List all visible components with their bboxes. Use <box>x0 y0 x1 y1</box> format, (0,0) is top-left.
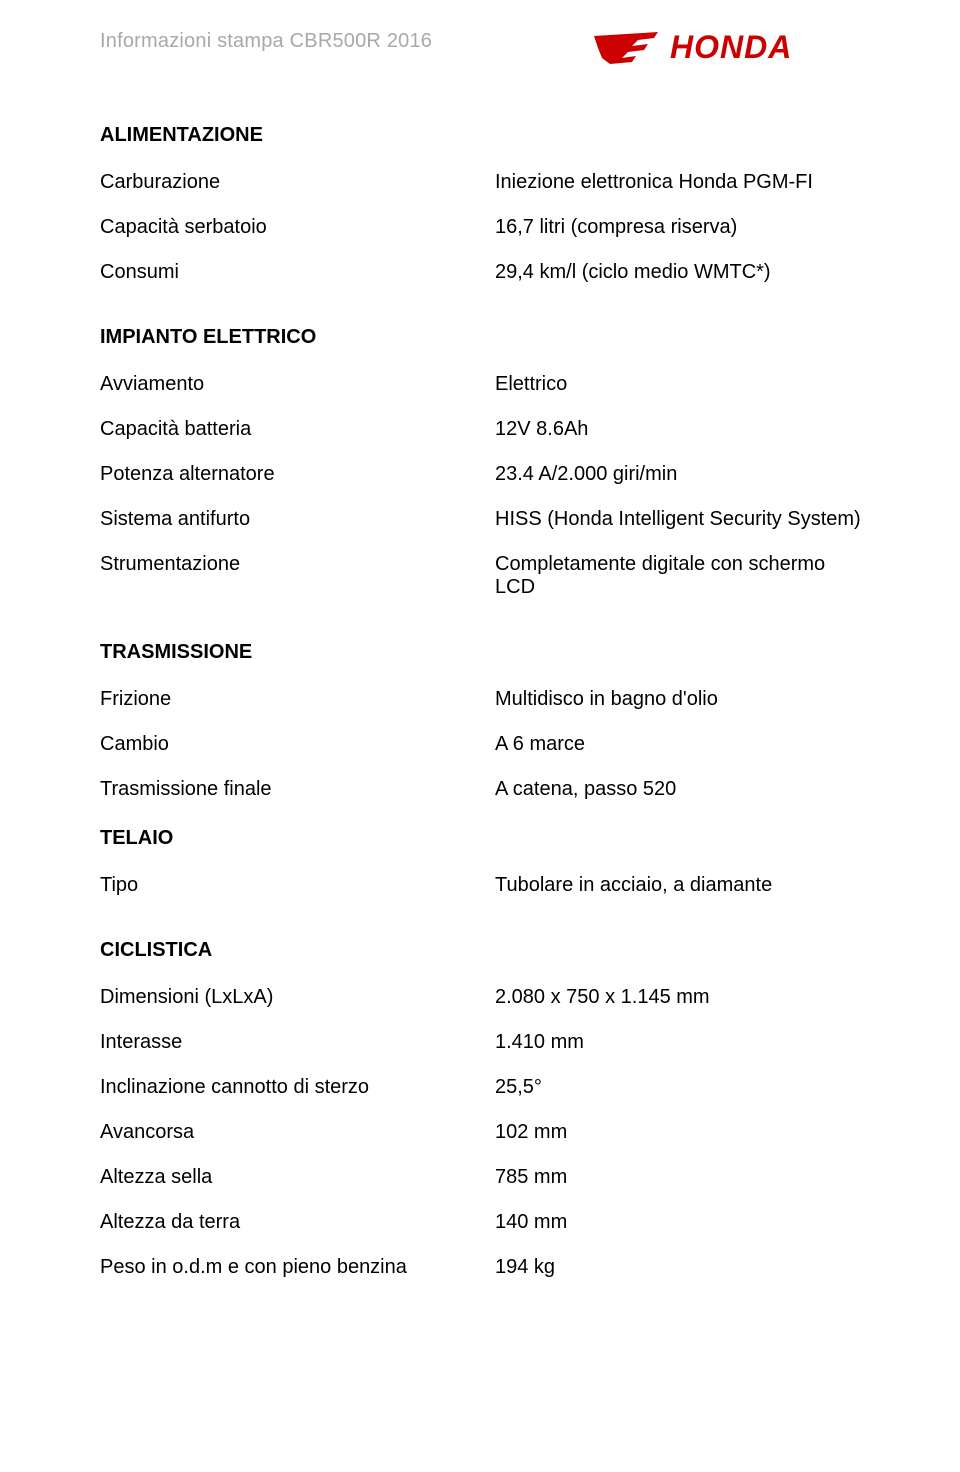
spec-value: 102 mm <box>495 1121 870 1144</box>
spec-label: Consumi <box>100 261 495 284</box>
spec-row: Avancorsa 102 mm <box>100 1121 870 1144</box>
spec-row: Carburazione Iniezione elettronica Honda… <box>100 171 870 194</box>
page-root: Informazioni stampa CBR500R 2016 HONDA A… <box>0 0 960 1472</box>
spec-value: Tubolare in acciaio, a diamante <box>495 874 870 897</box>
spec-row: Consumi 29,4 km/l (ciclo medio WMTC*) <box>100 261 870 284</box>
spec-row: Cambio A 6 marce <box>100 733 870 756</box>
spec-label: Cambio <box>100 733 495 756</box>
spec-value: A catena, passo 520 <box>495 778 870 801</box>
spec-row: Inclinazione cannotto di sterzo 25,5° <box>100 1076 870 1099</box>
spec-row: Peso in o.d.m e con pieno benzina 194 kg <box>100 1256 870 1279</box>
spec-row: Capacità batteria 12V 8.6Ah <box>100 418 870 441</box>
spec-label: Potenza alternatore <box>100 463 495 486</box>
spec-value: 2.080 x 750 x 1.145 mm <box>495 986 870 1009</box>
spec-label: Avancorsa <box>100 1121 495 1144</box>
honda-logo: HONDA <box>592 30 870 66</box>
section-heading: IMPIANTO ELETTRICO <box>100 326 870 349</box>
spec-value: Completamente digitale con schermo LCD <box>495 553 870 599</box>
spec-label: Interasse <box>100 1031 495 1054</box>
spec-value: 1.410 mm <box>495 1031 870 1054</box>
spec-value: 25,5° <box>495 1076 870 1099</box>
spec-value: A 6 marce <box>495 733 870 756</box>
section-heading: ALIMENTAZIONE <box>100 124 870 147</box>
spec-label: Inclinazione cannotto di sterzo <box>100 1076 495 1099</box>
honda-wordmark-icon: HONDA <box>670 32 870 64</box>
spec-row: Trasmissione finale A catena, passo 520 <box>100 778 870 801</box>
spec-row: Tipo Tubolare in acciaio, a diamante <box>100 874 870 897</box>
spec-row: Dimensioni (LxLxA) 2.080 x 750 x 1.145 m… <box>100 986 870 1009</box>
spec-label: Altezza da terra <box>100 1211 495 1234</box>
section-alimentazione: ALIMENTAZIONE Carburazione Iniezione ele… <box>100 124 870 284</box>
spec-value: Iniezione elettronica Honda PGM-FI <box>495 171 870 194</box>
section-heading: TELAIO <box>100 827 870 850</box>
spec-label: Altezza sella <box>100 1166 495 1189</box>
spec-row: Interasse 1.410 mm <box>100 1031 870 1054</box>
spec-value: 23.4 A/2.000 giri/min <box>495 463 870 486</box>
spec-row: Sistema antifurto HISS (Honda Intelligen… <box>100 508 870 531</box>
spec-label: Dimensioni (LxLxA) <box>100 986 495 1009</box>
spec-value: 194 kg <box>495 1256 870 1279</box>
spec-label: Strumentazione <box>100 553 495 599</box>
spec-value: 12V 8.6Ah <box>495 418 870 441</box>
spec-label: Sistema antifurto <box>100 508 495 531</box>
spec-row: Frizione Multidisco in bagno d'olio <box>100 688 870 711</box>
spec-label: Frizione <box>100 688 495 711</box>
spec-row: Altezza sella 785 mm <box>100 1166 870 1189</box>
spec-label: Capacità serbatoio <box>100 216 495 239</box>
spec-value: 16,7 litri (compresa riserva) <box>495 216 870 239</box>
spec-value: 140 mm <box>495 1211 870 1234</box>
section-heading: CICLISTICA <box>100 939 870 962</box>
spec-label: Capacità batteria <box>100 418 495 441</box>
spec-value: Multidisco in bagno d'olio <box>495 688 870 711</box>
spec-value: 29,4 km/l (ciclo medio WMTC*) <box>495 261 870 284</box>
page-header: Informazioni stampa CBR500R 2016 HONDA <box>100 30 870 66</box>
spec-row: Avviamento Elettrico <box>100 373 870 396</box>
spec-label: Avviamento <box>100 373 495 396</box>
spec-label: Peso in o.d.m e con pieno benzina <box>100 1256 495 1279</box>
spec-value: HISS (Honda Intelligent Security System) <box>495 508 870 531</box>
section-heading: TRASMISSIONE <box>100 641 870 664</box>
spec-row: Capacità serbatoio 16,7 litri (compresa … <box>100 216 870 239</box>
document-title: Informazioni stampa CBR500R 2016 <box>100 30 432 53</box>
section-impianto-elettrico: IMPIANTO ELETTRICO Avviamento Elettrico … <box>100 326 870 599</box>
spec-label: Carburazione <box>100 171 495 194</box>
spec-value: 785 mm <box>495 1166 870 1189</box>
spec-row: Strumentazione Completamente digitale co… <box>100 553 870 599</box>
section-trasmissione: TRASMISSIONE Frizione Multidisco in bagn… <box>100 641 870 801</box>
spec-label: Tipo <box>100 874 495 897</box>
section-ciclistica: CICLISTICA Dimensioni (LxLxA) 2.080 x 75… <box>100 939 870 1279</box>
spec-value: Elettrico <box>495 373 870 396</box>
section-telaio: TELAIO Tipo Tubolare in acciaio, a diama… <box>100 827 870 897</box>
spec-row: Altezza da terra 140 mm <box>100 1211 870 1234</box>
honda-wing-icon <box>592 30 662 66</box>
spec-row: Potenza alternatore 23.4 A/2.000 giri/mi… <box>100 463 870 486</box>
spec-label: Trasmissione finale <box>100 778 495 801</box>
svg-text:HONDA: HONDA <box>670 32 792 64</box>
